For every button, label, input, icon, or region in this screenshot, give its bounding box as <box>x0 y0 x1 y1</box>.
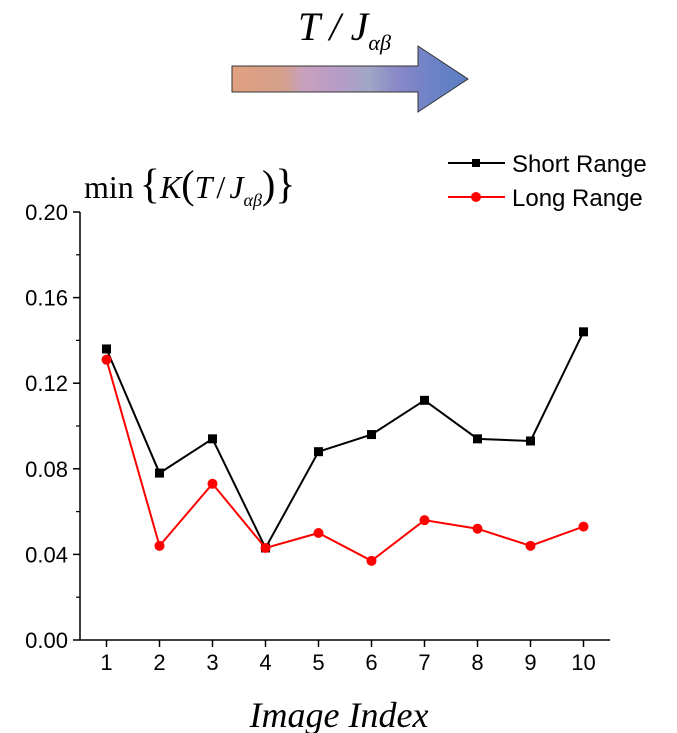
arrow-shape <box>231 45 469 113</box>
data-point-long-range <box>101 354 112 365</box>
data-point-short-range <box>155 468 164 478</box>
legend: Short Range Long Range <box>448 151 647 212</box>
x-ticks: 1 2 3 4 5 6 7 8 9 10 <box>100 640 596 675</box>
series-long-range <box>101 354 589 566</box>
x-tick-label: 4 <box>259 650 271 675</box>
x-tick-label: 1 <box>100 650 112 675</box>
arrow-label: T / Jαβ <box>298 4 391 55</box>
y-label-paren-close: ) <box>262 162 275 207</box>
data-point-long-range <box>525 540 536 551</box>
svg-text:min{K(T/Jαβ)}: min {K(T / Jαβ)} <box>84 162 295 210</box>
data-point-long-range <box>313 528 324 538</box>
data-point-long-range <box>207 478 218 489</box>
y-tick-label: 0.00 <box>25 628 68 653</box>
y-label-t: T <box>195 169 215 205</box>
legend-marker-long-range <box>471 192 481 202</box>
x-tick-label: 2 <box>153 650 165 675</box>
x-tick-label: 8 <box>471 650 483 675</box>
data-point-long-range <box>154 540 165 551</box>
y-label-sub: αβ <box>244 190 262 210</box>
data-point-short-range <box>102 344 111 354</box>
temperature-arrow: T / Jαβ <box>231 4 469 113</box>
legend-item-short-range: Short Range <box>448 151 647 178</box>
data-point-long-range <box>419 515 430 526</box>
x-tick-label: 7 <box>418 650 430 675</box>
y-tick-label: 0.20 <box>25 200 68 225</box>
y-axis-label: min {K(T / Jαβ)} <box>84 162 295 210</box>
arrow-label-sub: αβ <box>368 30 391 55</box>
series-line-short-range <box>105 331 585 551</box>
y-label-paren-open: ( <box>181 162 194 207</box>
series-line-long-range <box>105 359 584 563</box>
series-short-range <box>102 327 588 553</box>
y-label-brace-close: } <box>275 162 295 208</box>
x-tick-label: 6 <box>365 650 377 675</box>
data-point-long-range <box>472 523 483 534</box>
data-point-short-range <box>473 434 482 444</box>
legend-marker-short-range <box>472 159 480 167</box>
data-point-short-range <box>208 434 217 444</box>
x-tick-label: 9 <box>524 650 536 675</box>
y-label-brace-open: { <box>140 162 160 208</box>
legend-label-long-range: Long Range <box>512 185 643 212</box>
data-point-long-range <box>260 542 271 553</box>
y-label-k: K <box>159 169 183 205</box>
data-point-short-range <box>314 447 323 457</box>
y-tick-label: 0.16 <box>25 286 68 311</box>
y-ticks: 0.00 0.04 0.08 0.12 0.16 0.20 <box>25 200 80 653</box>
data-point-short-range <box>367 430 376 440</box>
y-label-prefix: min <box>84 169 134 205</box>
legend-label-short-range: Short Range <box>512 151 647 178</box>
y-label-slash: / <box>216 169 225 205</box>
legend-item-long-range: Long Range <box>448 185 643 212</box>
data-point-short-range <box>420 395 429 405</box>
y-tick-label: 0.08 <box>25 457 68 482</box>
data-point-short-range <box>579 327 588 337</box>
x-tick-label: 5 <box>312 650 324 675</box>
y-tick-label: 0.12 <box>25 371 68 396</box>
data-point-short-range <box>526 436 535 446</box>
data-point-long-range <box>366 555 377 566</box>
series-layer <box>101 327 589 566</box>
y-tick-label: 0.04 <box>25 542 68 567</box>
x-tick-label: 10 <box>571 650 595 675</box>
x-tick-label: 3 <box>206 650 218 675</box>
arrow-label-main: T / J <box>298 4 371 49</box>
axes <box>79 212 610 641</box>
x-axis-label: Image Index <box>249 695 429 733</box>
y-label-j: J <box>229 169 245 205</box>
data-point-long-range <box>578 521 589 532</box>
